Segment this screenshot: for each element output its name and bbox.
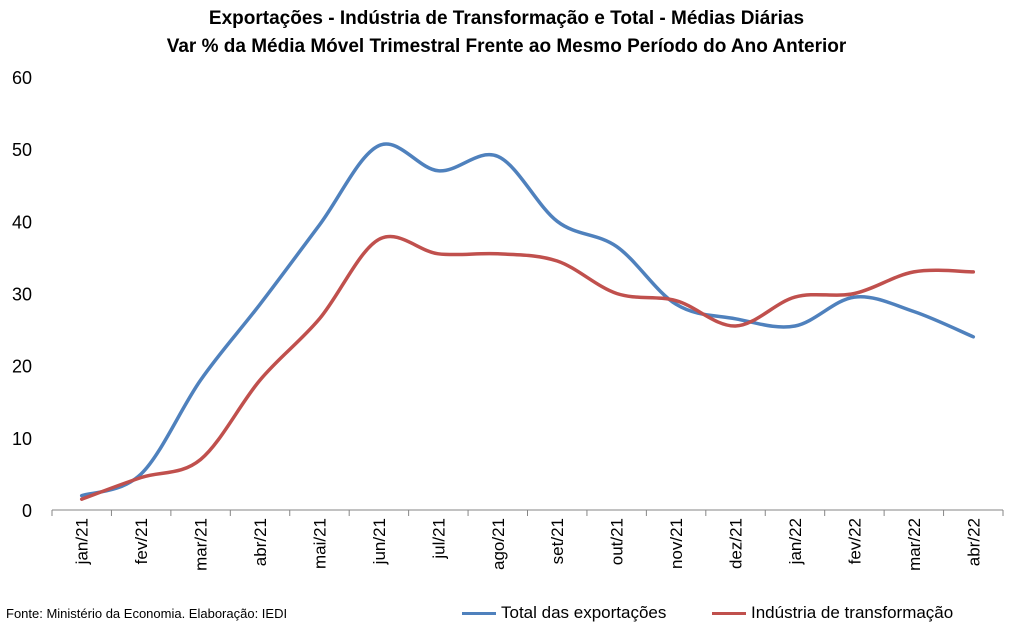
y-tick-label: 10 — [12, 429, 32, 449]
x-tick-label: dez/21 — [727, 518, 746, 569]
line-chart: 0 10 20 30 40 50 60 jan/21 fev/21 mar/21 abr/21 mai… — [12, 68, 1004, 571]
legend-item-industria: Indústria de transformação — [712, 603, 953, 623]
y-tick-label: 50 — [12, 140, 32, 160]
x-tick-label: ago/21 — [489, 518, 508, 570]
chart-title: Exportações - Indústria de Transformação… — [208, 8, 805, 29]
chart-series — [79, 142, 976, 501]
x-tick-label: abr/22 — [964, 518, 983, 566]
x-tick-label: fev/21 — [132, 518, 151, 564]
x-tick-label: set/21 — [548, 518, 567, 564]
legend-label-industria: Indústria de transformação — [751, 603, 954, 622]
x-tick-label: jul/21 — [429, 518, 448, 560]
x-tick-label: jan/21 — [73, 518, 92, 565]
legend-label-total: Total das exportações — [501, 603, 667, 622]
y-tick-label: 0 — [22, 501, 32, 521]
series-line-1 — [79, 234, 976, 501]
y-tick-label: 20 — [12, 357, 32, 377]
y-tick-label: 40 — [12, 212, 32, 232]
x-tick-label: jun/21 — [370, 518, 389, 565]
chart-axes: 0 10 20 30 40 50 60 jan/21 fev/21 mar/21 abr/21 mai… — [12, 68, 1004, 571]
chart-subtitle: Var % da Média Móvel Trimestral Frente a… — [166, 36, 847, 57]
x-tick-label: jan/22 — [786, 518, 805, 565]
x-tick-label: mar/21 — [192, 518, 211, 571]
series-line-0 — [79, 142, 976, 498]
x-tick-label: abr/21 — [251, 518, 270, 566]
x-tick-label: mai/21 — [310, 518, 329, 569]
x-tick-label: mar/22 — [905, 518, 924, 571]
x-tick-label: fev/22 — [845, 518, 864, 564]
x-tick-label: nov/21 — [667, 518, 686, 569]
legend-item-total: Total das exportações — [462, 603, 666, 623]
source-note: Fonte: Ministério da Economia. Elaboraçã… — [6, 606, 288, 621]
x-tick-label: out/21 — [608, 518, 627, 565]
legend-swatch-industria — [712, 611, 746, 615]
y-tick-label: 30 — [12, 285, 32, 305]
legend-swatch-total — [462, 611, 496, 615]
y-tick-label: 60 — [12, 68, 32, 88]
